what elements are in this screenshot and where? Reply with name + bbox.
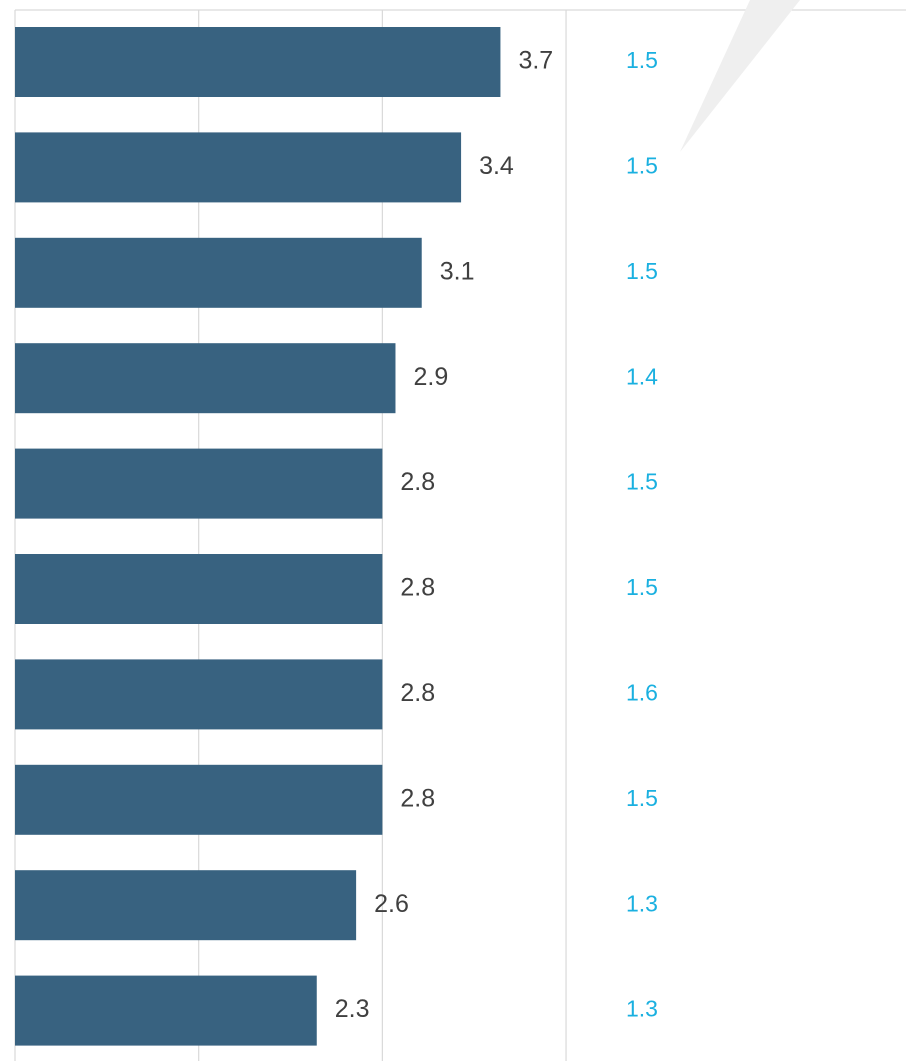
secondary-value-label: 1.3 [626, 890, 658, 916]
secondary-value-label: 1.5 [626, 574, 658, 600]
bar-value-label: 3.1 [440, 257, 475, 285]
bar [15, 343, 396, 414]
secondary-value-label: 1.5 [626, 785, 658, 811]
bar [15, 975, 317, 1046]
secondary-value-label: 1.5 [626, 469, 658, 495]
secondary-value-label: 1.5 [626, 47, 658, 73]
bar-value-label: 2.3 [335, 995, 370, 1023]
secondary-value-label: 1.5 [626, 152, 658, 178]
bar [15, 764, 383, 835]
secondary-value-label: 1.4 [626, 363, 658, 389]
bar-value-label: 2.8 [400, 784, 435, 812]
secondary-value-label: 1.3 [626, 996, 658, 1022]
bar [15, 659, 383, 730]
bar-value-label: 2.6 [374, 890, 409, 918]
bar-value-label: 2.8 [400, 468, 435, 496]
secondary-value-label: 1.6 [626, 679, 658, 705]
bars [15, 27, 501, 1046]
bar-value-label: 2.9 [413, 363, 448, 391]
bar-value-label: 3.7 [518, 47, 553, 75]
callout-shape [680, 0, 800, 152]
bar-value-label: 2.8 [400, 679, 435, 707]
bar [15, 27, 501, 97]
bar [15, 237, 422, 308]
secondary-value-label: 1.5 [626, 258, 658, 284]
bar [15, 448, 383, 519]
bar [15, 554, 383, 624]
value-labels: 3.7 3.4 3.1 2.9 2.8 2.8 2.8 2.8 2.6 2.3 [335, 47, 553, 1024]
bar-value-label: 3.4 [479, 152, 514, 180]
bar [15, 870, 357, 941]
secondary-labels: 1.5 1.5 1.5 1.4 1.5 1.5 1.6 1.5 1.3 1.3 [626, 47, 658, 1022]
bar [15, 132, 462, 203]
bar-value-label: 2.8 [400, 574, 435, 602]
